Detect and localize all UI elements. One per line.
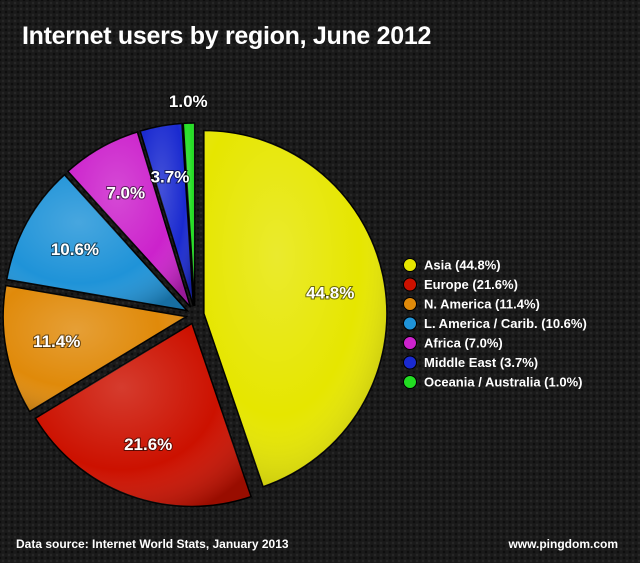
pie-slice-shading <box>3 285 187 412</box>
legend-swatch-l-america-carib <box>403 316 417 331</box>
chart-title: Internet users by region, June 2012 <box>22 22 432 50</box>
legend-label-middle-east: Middle East (3.7%) <box>424 355 538 370</box>
pie-slice-shading <box>203 130 387 487</box>
slice-label-europe: 21.6% <box>124 435 172 454</box>
pie-slice-shading <box>183 123 195 307</box>
legend-label-l-america-carib: L. America / Carib. (10.6%) <box>424 316 587 331</box>
pie-slice-shading <box>67 132 191 308</box>
slice-label-asia: 44.8% <box>306 284 354 303</box>
pie-slice-shading <box>140 123 194 307</box>
legend-swatch-oceania-australia <box>403 375 417 389</box>
slice-label-l-america-carib: 10.6% <box>51 240 99 259</box>
legend-label-asia: Asia (44.8%) <box>424 258 501 273</box>
slice-label-n-america: 11.4% <box>33 332 80 351</box>
legend-swatch-asia <box>403 258 417 272</box>
legend-swatch-africa <box>403 336 417 350</box>
legend-swatch-middle-east <box>403 355 417 370</box>
pie-slice-shading <box>35 323 252 507</box>
legend-label-n-america: N. America (11.4%) <box>424 297 540 312</box>
slice-label-middle-east: 3.7% <box>151 167 190 186</box>
legend-swatch-n-america <box>403 297 417 311</box>
pie-slice-shading <box>6 174 188 311</box>
legend-label-oceania-australia: Oceania / Australia (1.0%) <box>424 375 582 390</box>
slice-label-oceania-australia: 1.0% <box>169 92 208 111</box>
slice-label-africa: 7.0% <box>106 183 145 202</box>
legend-label-africa: Africa (7.0%) <box>424 336 503 351</box>
legend-label-europe: Europe (21.6%) <box>424 277 518 292</box>
site-credit: www.pingdom.com <box>508 537 618 551</box>
data-source-note: Data source: Internet World Stats, Janua… <box>16 537 289 551</box>
legend-swatch-europe <box>403 277 417 292</box>
